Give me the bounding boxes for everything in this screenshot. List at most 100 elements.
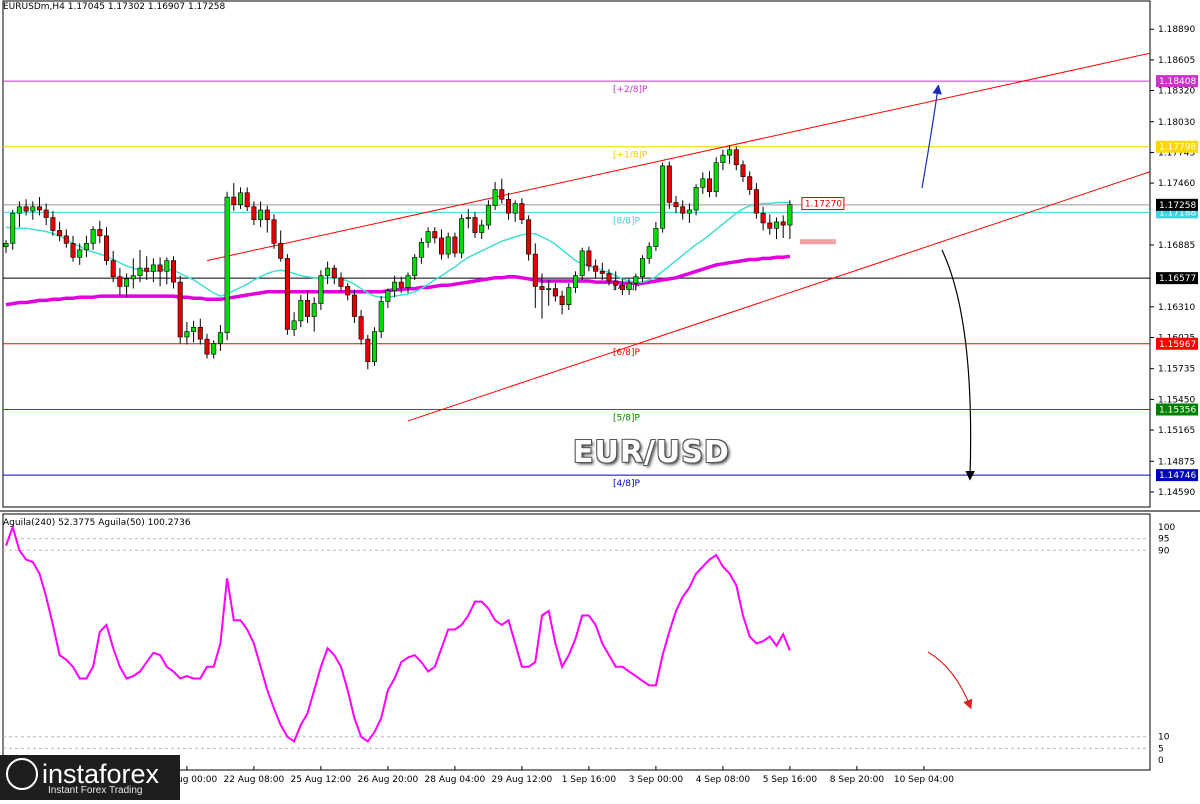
candle-body (345, 286, 351, 296)
candle-body (546, 288, 552, 290)
candle-body (639, 258, 645, 278)
x-tick-label: 25 Aug 12:00 (291, 775, 352, 785)
oscillator-tick-label: 100 (1158, 523, 1175, 533)
murrey-label: [8/8]P (613, 216, 641, 226)
pair-watermark: EUR/USD (573, 435, 730, 470)
candle-body (358, 316, 364, 340)
candle-body (767, 222, 773, 229)
candle-body (713, 162, 719, 193)
candle-body (264, 209, 270, 220)
candle-body (197, 326, 203, 340)
oscillator-tick-label: 0 (1158, 756, 1164, 766)
candle-body (646, 246, 652, 259)
y-tick-label: 1.18890 (1158, 25, 1195, 35)
candle-body (445, 236, 451, 255)
candle-body (371, 331, 377, 363)
price-box-label: 1.15967 (1159, 340, 1196, 350)
candle-body (231, 196, 237, 205)
candle-body (586, 250, 592, 267)
candle-body (572, 275, 578, 288)
candle-body (519, 203, 525, 220)
candle-body (680, 206, 686, 214)
candle-body (693, 187, 699, 211)
price-box-label: 1.16577 (1159, 274, 1196, 284)
candle-body (606, 273, 612, 282)
candle-body (311, 303, 317, 317)
candle-body (660, 165, 666, 229)
candle-body (787, 204, 793, 226)
oscillator-frame (2, 513, 1151, 771)
bearish-arrow (941, 249, 975, 481)
x-tick-label: 21 Aug 00:00 (157, 775, 218, 785)
price-box (1156, 403, 1198, 416)
candle-body (157, 264, 163, 272)
candle-body (43, 209, 49, 218)
candle-body (398, 281, 404, 288)
candle-body (271, 219, 277, 244)
candle-body (593, 265, 599, 272)
candle-body (351, 294, 357, 317)
oscillator-tick-label: 10 (1158, 733, 1170, 743)
candle-body (164, 260, 170, 272)
price-box (1156, 337, 1198, 350)
y-tick-label: 1.18605 (1158, 56, 1195, 66)
candle-body (700, 178, 706, 188)
indicator-header: Aguila(240) 52.3775 Aguila(50) 100.2736 (3, 518, 191, 528)
candle-body (97, 229, 103, 237)
candle-body (532, 253, 538, 287)
candle-body (526, 219, 532, 255)
support-zone-marker (799, 239, 836, 245)
candle-body (539, 286, 545, 290)
candle-body (579, 250, 585, 276)
candle-body (217, 332, 223, 344)
y-tick-label: 1.17745 (1158, 148, 1195, 158)
ma-fast-line (5, 201, 790, 298)
candle-body (124, 278, 130, 287)
price-box-label: 1.17258 (1159, 201, 1196, 211)
x-tick-label: 28 Aug 04:00 (425, 775, 486, 785)
candle-body (432, 231, 438, 239)
candle-body (204, 338, 210, 355)
murrey-label: [+1/8]P (613, 151, 648, 161)
candle-body (706, 178, 712, 193)
candle-body (50, 217, 56, 231)
candle-body (117, 276, 123, 287)
candle-body (459, 218, 465, 254)
candle-body (36, 206, 42, 211)
bullish-arrow (921, 84, 942, 189)
x-tick-label: 22 Aug 08:00 (224, 775, 285, 785)
x-tick-label: 8 Sep 20:00 (830, 775, 885, 785)
murrey-label: [+2/8]P (613, 85, 648, 95)
candle-body (150, 264, 156, 272)
candle-body (365, 338, 371, 363)
candle-body (278, 243, 284, 259)
candle-body (626, 282, 632, 290)
candle-body (110, 260, 116, 278)
candle-body (378, 301, 384, 332)
candle-body (104, 235, 110, 261)
y-tick-label: 1.17460 (1158, 179, 1195, 189)
y-tick-label: 1.15450 (1158, 395, 1195, 405)
x-tick-label: 26 Aug 20:00 (358, 775, 419, 785)
candle-body (211, 343, 217, 355)
oscillator-down-arrow (927, 651, 973, 710)
price-annotation-label: 1.17270 (805, 200, 842, 210)
x-tick-label: 5 Sep 16:00 (763, 775, 818, 785)
candle-body (479, 224, 485, 233)
candle-body (16, 206, 22, 214)
candle-body (472, 217, 478, 233)
y-tick-label: 1.14590 (1158, 488, 1195, 498)
candle-body (599, 271, 605, 274)
murrey-label: [6/8]P (613, 348, 641, 358)
candle-body (130, 275, 136, 280)
price-box-label: 1.18408 (1159, 77, 1196, 87)
candle-body (720, 154, 726, 163)
candle-body (284, 258, 290, 330)
candle-body (673, 202, 679, 208)
candle-body (298, 300, 304, 322)
candle-body (385, 290, 391, 302)
candle-body (505, 198, 511, 214)
price-box-label: 1.17188 (1159, 208, 1196, 218)
